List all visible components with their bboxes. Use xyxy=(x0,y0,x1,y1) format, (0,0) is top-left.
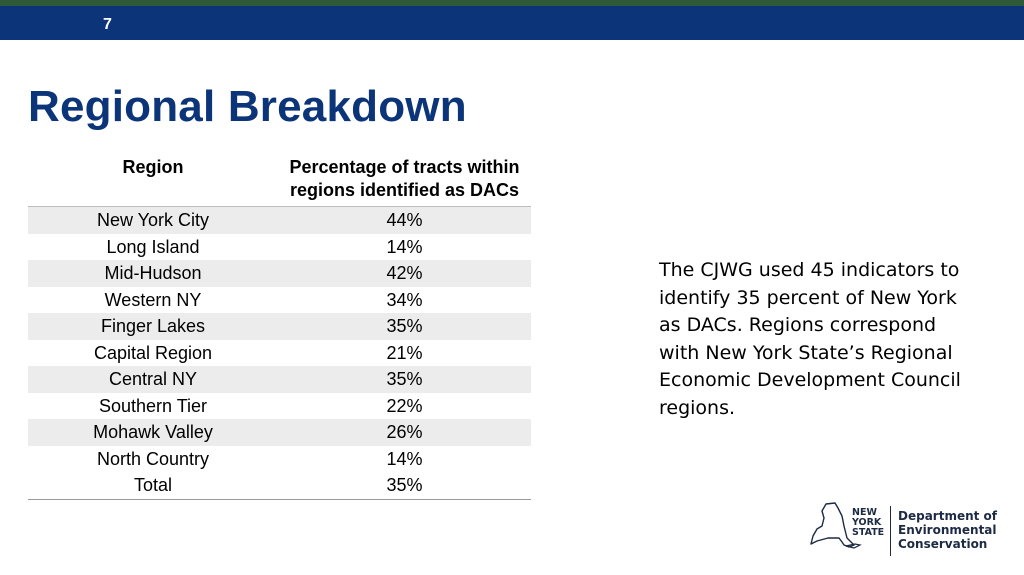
table-row: Southern Tier 22% xyxy=(28,393,531,420)
top-accent-bar xyxy=(0,0,1024,6)
ny-state-wordmark: NEW YORK STATE xyxy=(852,507,885,538)
new-york-state-map-icon xyxy=(810,502,862,549)
percentage-cell: 14% xyxy=(386,236,423,257)
region-cell: Central NY xyxy=(28,366,278,393)
logo-divider xyxy=(890,506,891,556)
region-cell: Western NY xyxy=(104,289,202,310)
dec-agency-name: Department of Environmental Conservation xyxy=(898,509,998,551)
region-cell: Southern Tier xyxy=(98,395,208,416)
table-row-total: Total 35% xyxy=(28,472,531,500)
percentage-cell: 44% xyxy=(278,206,531,234)
table-header-row: Region Percentage of tracts within regio… xyxy=(28,154,531,207)
percentage-cell: 42% xyxy=(278,260,531,287)
percentage-cell: 21% xyxy=(386,342,423,363)
table-row: Long Island 14% xyxy=(28,234,531,261)
region-cell: Long Island xyxy=(106,236,200,257)
header-bar xyxy=(0,6,1024,40)
description-text: The CJWG used 45 indicators to identify … xyxy=(659,259,961,419)
region-cell: New York City xyxy=(28,206,278,234)
table-row: Mid-Hudson 42% xyxy=(28,260,531,287)
table-row: Finger Lakes 35% xyxy=(28,313,531,340)
table-row: Capital Region 21% xyxy=(28,340,531,367)
column-header-region: Region xyxy=(122,157,184,177)
region-cell: North Country xyxy=(96,448,210,469)
region-cell: Total xyxy=(28,472,278,500)
table-row: Western NY 34% xyxy=(28,287,531,314)
table-row: New York City 44% xyxy=(28,206,531,234)
slide-number: 7 xyxy=(103,16,112,33)
regional-breakdown-table: Region Percentage of tracts within regio… xyxy=(28,154,531,500)
percentage-cell: 35% xyxy=(278,472,531,500)
percentage-cell: 35% xyxy=(278,366,531,393)
percentage-cell: 14% xyxy=(386,448,423,469)
column-header-percentage: Percentage of tracts within regions iden… xyxy=(289,157,520,200)
percentage-cell: 35% xyxy=(278,313,531,340)
table-row: Mohawk Valley 26% xyxy=(28,419,531,446)
region-cell: Mohawk Valley xyxy=(28,419,278,446)
percentage-cell: 22% xyxy=(386,395,423,416)
region-cell: Mid-Hudson xyxy=(28,260,278,287)
percentage-cell: 34% xyxy=(386,289,423,310)
table-row: Central NY 35% xyxy=(28,366,531,393)
table-row: North Country 14% xyxy=(28,446,531,473)
region-cell: Finger Lakes xyxy=(28,313,278,340)
percentage-cell: 26% xyxy=(278,419,531,446)
page-title: Regional Breakdown xyxy=(28,82,467,131)
region-cell: Capital Region xyxy=(93,342,213,363)
